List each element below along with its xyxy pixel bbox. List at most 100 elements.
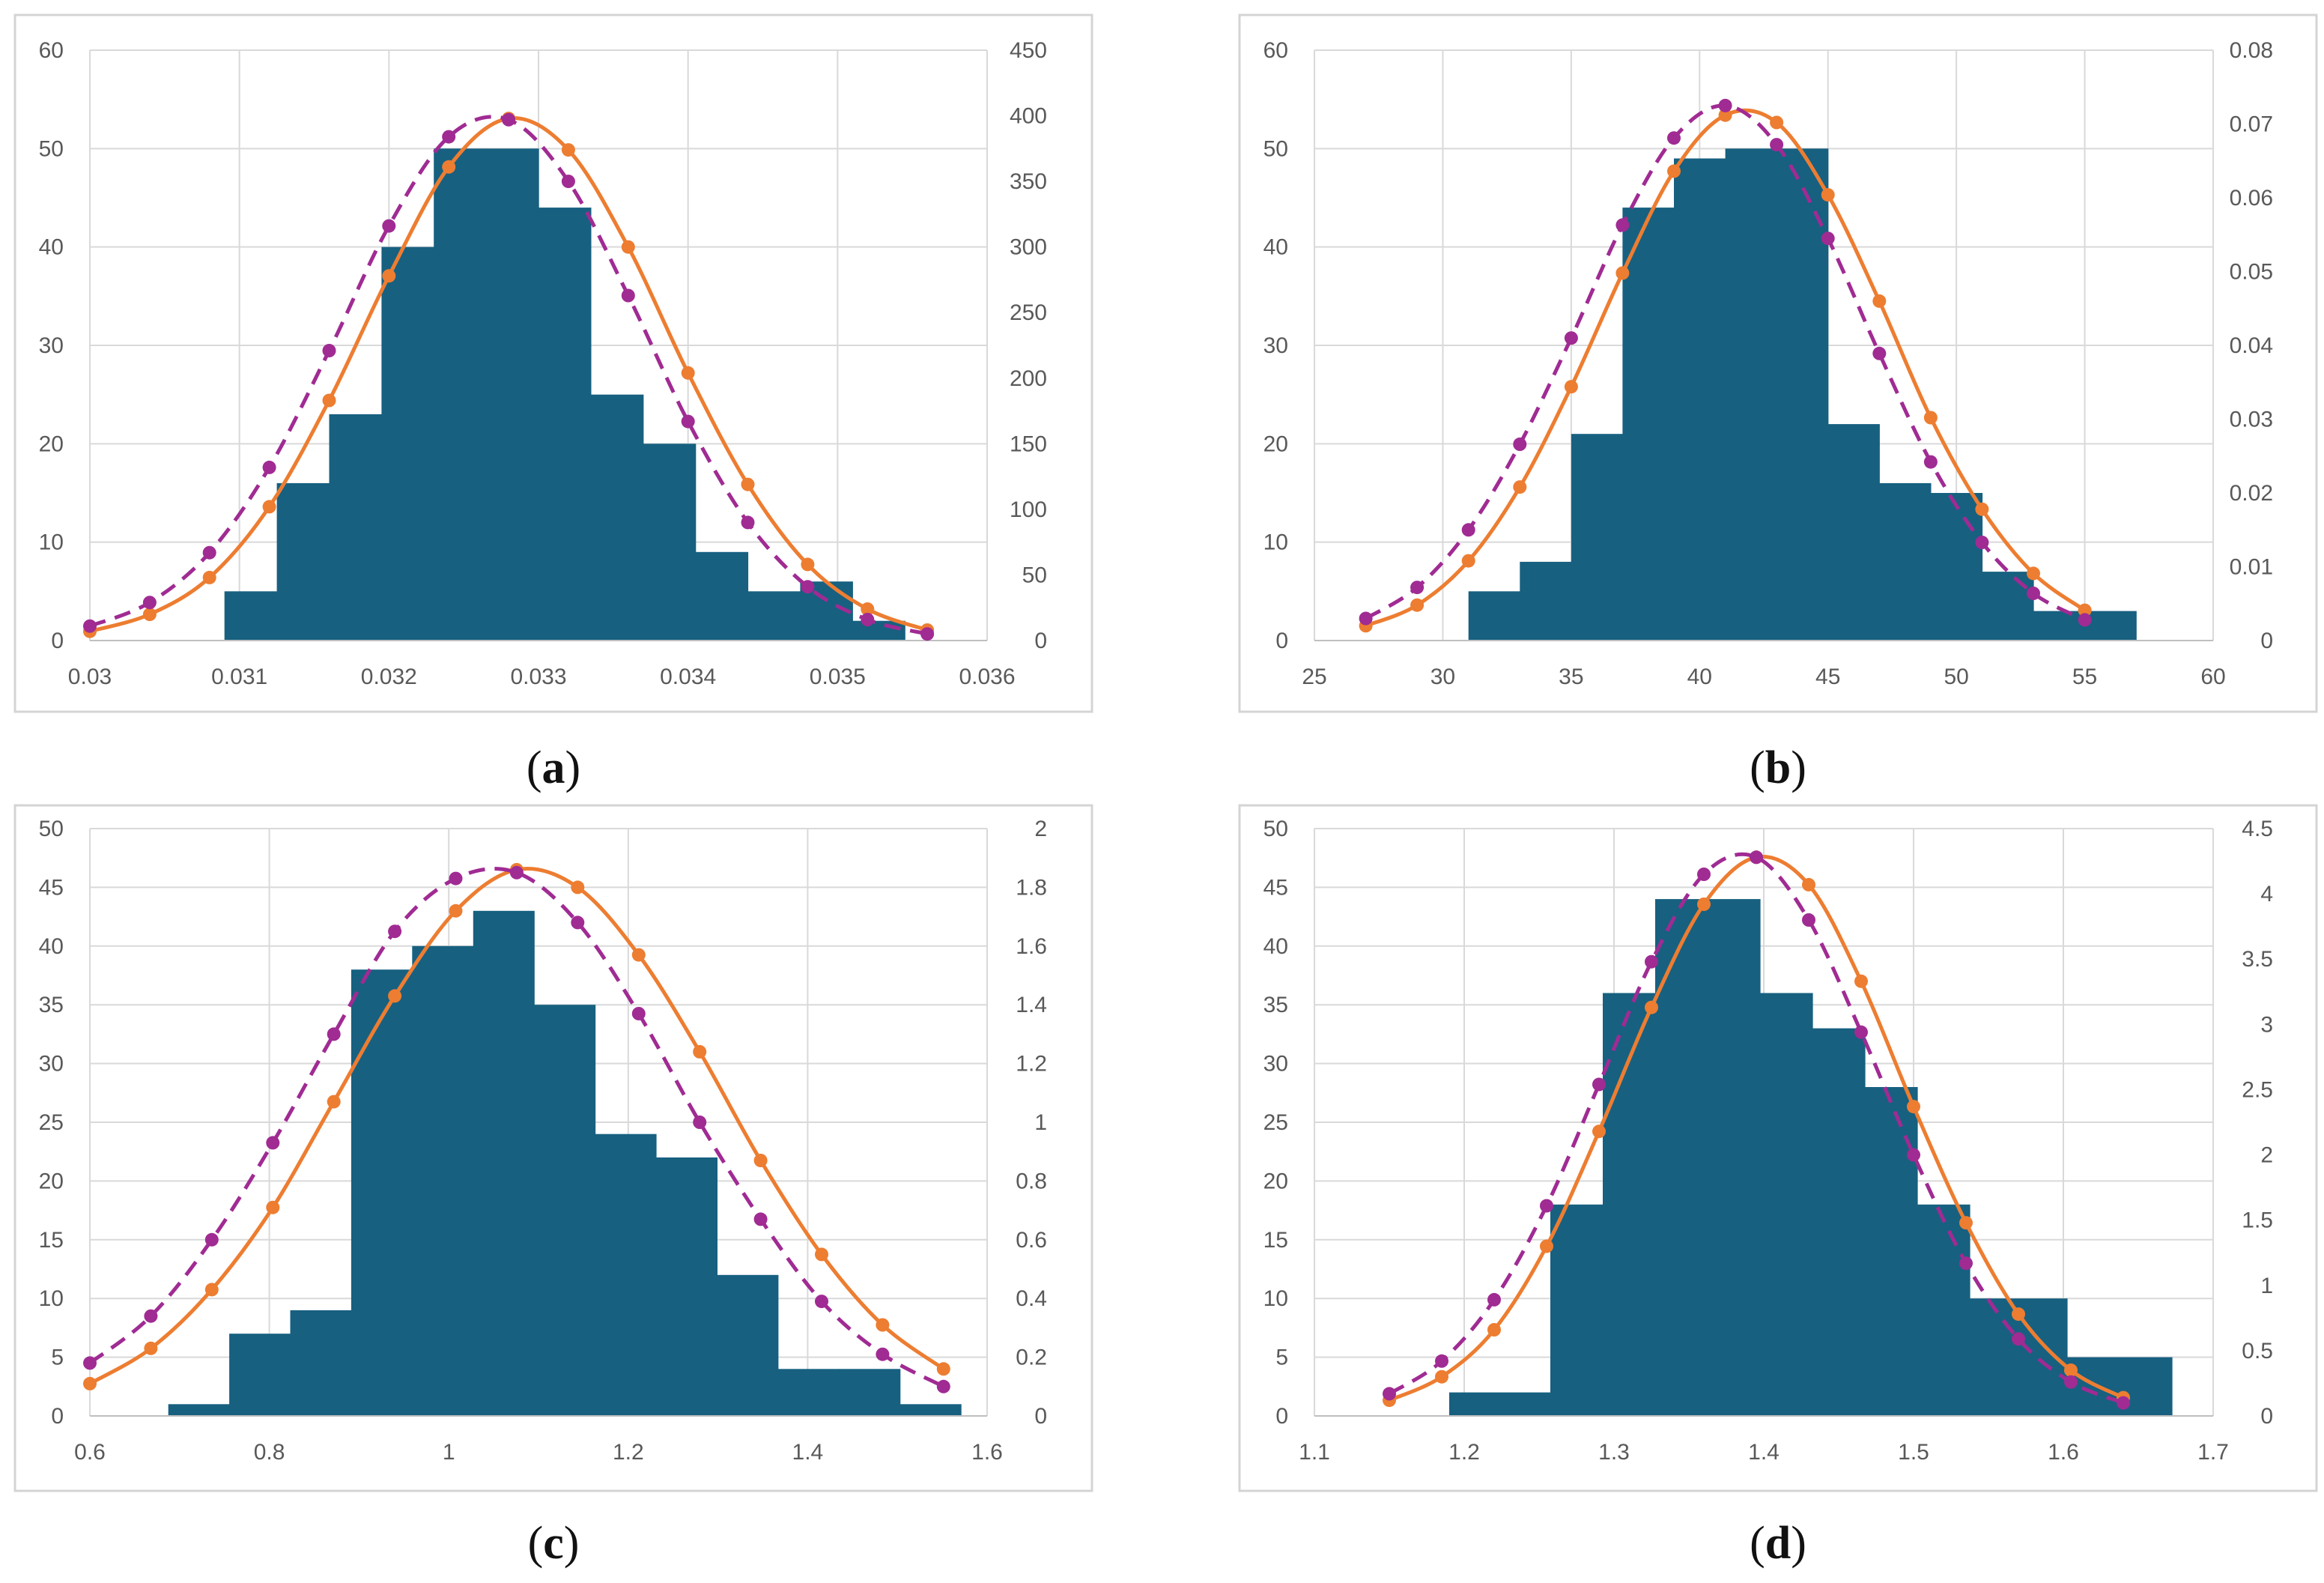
y2-tick-label: 1 — [1034, 1110, 1047, 1135]
y-tick-label: 50 — [1263, 817, 1288, 841]
histogram-bar — [276, 482, 330, 641]
panel-d-chart: 1.1 1.2 1.3 1.4 1.5 1.6 1.70510152025303540455… — [1263, 817, 2273, 1465]
histogram-bar — [224, 591, 278, 641]
y2-tick-label: 0 — [2260, 629, 2273, 653]
histogram-bar — [168, 1404, 230, 1416]
purple-marker — [1410, 581, 1425, 595]
x-tick-labels: 0.03 0.031 0.032 0.033 0.034 0.035 0.036 — [68, 665, 1016, 689]
histogram-bar — [590, 394, 644, 641]
x-tick-label: 0.031 — [211, 665, 267, 689]
histogram-bar — [595, 1133, 657, 1416]
x-tick-label: 0.8 — [254, 1440, 285, 1465]
y-tick-label: 50 — [39, 136, 64, 161]
histogram-bar — [1468, 591, 1520, 641]
purple-marker — [449, 871, 463, 886]
purple-marker — [1770, 138, 1784, 152]
orange-marker — [631, 948, 646, 962]
purple-marker — [1461, 523, 1475, 537]
histogram-bar — [1827, 424, 1880, 641]
histogram-bars — [168, 910, 962, 1416]
purple-marker — [631, 1007, 646, 1020]
purple-marker — [382, 219, 396, 233]
orange-marker — [693, 1044, 707, 1059]
y-tick-label: 30 — [1263, 333, 1288, 358]
y-tick-label: 5 — [1275, 1346, 1288, 1370]
x-tick-labels: 1.1 1.2 1.3 1.4 1.5 1.6 1.7 — [1299, 1440, 2229, 1465]
histogram-bar — [1917, 1204, 1970, 1416]
y2-tick-labels: 0 0.01 0.02 0.03 0.04 0.05 0.06 0.07 0.08 — [2230, 38, 2273, 653]
purple-marker — [202, 545, 216, 560]
purple-marker — [801, 580, 815, 594]
y-tick-label: 45 — [39, 875, 64, 900]
y-tick-label: 45 — [1263, 875, 1288, 900]
y-tick-label: 20 — [39, 1169, 64, 1193]
panel-b: 25 30 35 40 45 50 55 60 0 10 20 30 40 50 60 0 0.01 0.02 0.… — [1238, 13, 2318, 793]
orange-marker — [2012, 1307, 2025, 1322]
orange-marker — [2027, 566, 2040, 581]
purple-marker — [1907, 1148, 1920, 1162]
orange-marker — [1802, 877, 1815, 892]
orange-marker — [1564, 380, 1578, 394]
series-purple — [1359, 98, 2092, 627]
y-tick-label: 10 — [1263, 1286, 1288, 1311]
histogram-bar — [351, 969, 413, 1416]
purple-marker — [2117, 1396, 2130, 1410]
purple-marker — [322, 344, 336, 357]
orange-marker — [1959, 1216, 1973, 1230]
y2-tick-label: 200 — [1010, 366, 1047, 391]
purple-marker — [741, 515, 755, 530]
histogram-bars — [224, 148, 905, 641]
orange-marker — [449, 904, 463, 918]
y2-tick-label: 400 — [1010, 104, 1047, 129]
orange-marker — [815, 1247, 828, 1262]
purple-marker — [83, 1356, 97, 1370]
y2-tick-label: 0 — [1034, 1404, 1047, 1429]
orange-marker — [202, 570, 216, 584]
purple-marker — [1872, 346, 1887, 360]
y-tick-labels: 0 5 10 15 20 25 30 35 40 45 50 — [1263, 817, 1288, 1429]
y2-tick-label: 0.05 — [2230, 260, 2273, 285]
x-tick-label: 30 — [1430, 665, 1455, 689]
purple-marker — [815, 1295, 828, 1309]
y2-tick-label: 450 — [1010, 38, 1047, 63]
series-purple — [83, 865, 950, 1393]
orange-marker — [1615, 266, 1630, 280]
panel-a-chart: 0.03 0.031 0.032 0.033 0.034 0.035 0.036 0 10 20 3… — [39, 38, 1047, 689]
y2-tick-labels: 0 50 100 150 200 250 300 350 400 450 — [1010, 38, 1047, 653]
purple-marker — [1435, 1354, 1448, 1368]
purple-marker — [561, 175, 575, 189]
orange-marker — [1410, 598, 1425, 612]
purple-dashed-curve — [1388, 852, 2124, 1405]
x-tick-label: 1.2 — [613, 1440, 644, 1465]
y2-tick-label: 4 — [2260, 882, 2273, 906]
purple-marker — [1359, 611, 1373, 626]
histogram-bar — [1725, 148, 1777, 641]
purple-marker — [1540, 1199, 1553, 1213]
y-tick-label: 0 — [51, 1404, 64, 1429]
purple-marker — [861, 613, 875, 626]
purple-marker — [920, 627, 935, 641]
x-tick-label: 35 — [1559, 665, 1583, 689]
histogram-bar — [1777, 148, 1829, 641]
y2-tick-label: 1.4 — [1016, 993, 1047, 1017]
x-tick-label: 0.034 — [660, 665, 716, 689]
y2-tick-label: 0.4 — [1016, 1286, 1047, 1311]
histogram-bar — [852, 620, 905, 641]
y-tick-labels: 0 5 10 15 20 25 30 35 40 45 50 — [39, 817, 64, 1429]
orange-marker — [142, 608, 157, 621]
histogram-bar — [1550, 1204, 1604, 1416]
purple-marker — [753, 1212, 768, 1226]
y-tick-labels: 0 10 20 30 40 50 60 — [39, 38, 64, 653]
y2-tick-label: 0.5 — [2242, 1339, 2273, 1363]
purple-marker — [1383, 1387, 1396, 1401]
y2-tick-label: 300 — [1010, 235, 1047, 260]
histogram-bar — [777, 1369, 840, 1416]
y-tick-label: 25 — [1263, 1110, 1288, 1135]
y-tick-label: 60 — [1263, 38, 1288, 63]
y2-tick-label: 0 — [1034, 629, 1047, 653]
histogram-bar — [695, 551, 749, 641]
x-tick-label: 0.036 — [959, 665, 1015, 689]
y-tick-label: 0 — [51, 629, 64, 653]
purple-marker — [2064, 1375, 2078, 1389]
